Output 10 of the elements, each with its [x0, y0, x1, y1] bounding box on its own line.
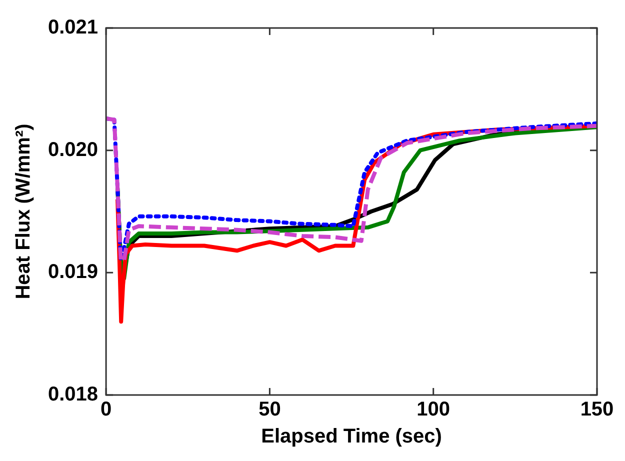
x-tick-label: 50 — [258, 398, 281, 421]
y-tick-label: 0.020 — [48, 138, 98, 161]
x-tick-label: 0 — [100, 398, 112, 421]
x-axis-title: Elapsed Time (sec) — [261, 426, 442, 448]
y-tick-label: 0.019 — [48, 261, 98, 284]
y-axis-title: Heat Flux (W/mm²) — [12, 124, 35, 300]
x-tick-label: 100 — [416, 398, 450, 421]
y-tick-label: 0.018 — [48, 384, 98, 406]
x-tick-label: 150 — [580, 398, 614, 421]
y-tick-label: 0.021 — [48, 16, 98, 39]
